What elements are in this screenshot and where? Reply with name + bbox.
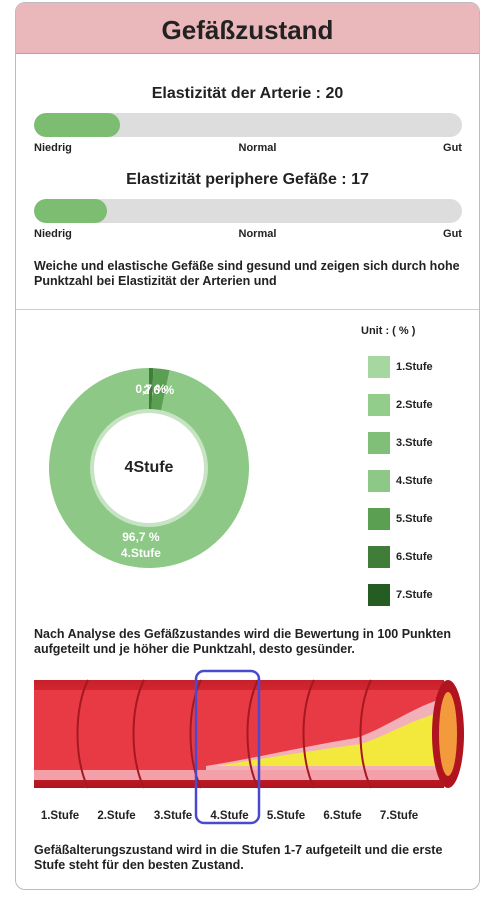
legend-swatch xyxy=(368,432,390,454)
scale-label: Gut xyxy=(443,228,462,240)
slice-label: 96,7 % xyxy=(122,530,160,544)
scale-label: Niedrig xyxy=(34,142,72,154)
bar-track xyxy=(34,199,462,223)
scale-label: Gut xyxy=(443,142,462,154)
donut-chart: 1.Stufe 2.Stufe 3.Stufe 96,7 % 4.Stufe 4.Stuf… xyxy=(16,313,479,623)
stage-label: 5.Stufe xyxy=(267,810,305,822)
scale: Niedrig Normal Gut xyxy=(34,142,462,154)
legend-swatch xyxy=(368,356,390,378)
bar-label: Elastizität periphere Gefäße : xyxy=(126,171,347,188)
legend-label: 5.Stufe xyxy=(396,513,433,525)
legend-label: 7.Stufe xyxy=(396,589,433,601)
scale-label: Normal xyxy=(239,228,277,240)
unit-label: Unit : ( % ) xyxy=(361,325,416,337)
legend-label: 1.Stufe xyxy=(396,361,433,373)
scale: Niedrig Normal Gut xyxy=(34,228,462,240)
footer: Gefäßalterungszustand wird in die Stufen… xyxy=(34,843,464,873)
stage-label: 2.Stufe xyxy=(97,810,135,822)
legend-swatch xyxy=(368,508,390,530)
card: Gefäßzustand Elastizität der Arterie : 2… xyxy=(15,2,480,890)
stage-label: 6.Stufe xyxy=(323,810,361,822)
bar-title: Elastizität periphere Gefäße : 17 xyxy=(16,171,479,189)
legend-swatch xyxy=(368,394,390,416)
bar-value: 20 xyxy=(325,85,343,102)
artery-illustration: 1.Stufe 2.Stufe 3.Stufe 4.Stufe 5.Stufe 6.Stu… xyxy=(16,668,479,833)
legend-label: 3.Stufe xyxy=(396,437,433,449)
artery-wall xyxy=(34,770,444,780)
center-label: 4Stufe xyxy=(125,459,174,476)
analysis: Nach Analyse des Gefäßzustandes wird die… xyxy=(34,627,464,657)
bar-label: Elastizität der Arterie : xyxy=(152,85,321,102)
legend-swatch xyxy=(368,470,390,492)
legend-swatch xyxy=(368,584,390,606)
stage-label: 1.Stufe xyxy=(41,810,79,822)
legend-label: 6.Stufe xyxy=(396,551,433,563)
page: Gefäßzustand Elastizität der Arterie : 2… xyxy=(0,0,496,900)
bar-title: Elastizität der Arterie : 20 xyxy=(16,85,479,103)
legend-label: 2.Stufe xyxy=(396,399,433,411)
bar-fill xyxy=(34,113,120,137)
stage-label: 7.Stufe xyxy=(380,810,418,822)
stage-label: 3.Stufe xyxy=(154,810,192,822)
slice-category: 4.Stufe xyxy=(121,546,161,560)
slice-label: 0,7 % xyxy=(135,382,166,396)
scale-label: Niedrig xyxy=(34,228,72,240)
header-title: Gefäßzustand xyxy=(16,3,479,54)
bar-value: 17 xyxy=(351,171,369,188)
stage-label: 4.Stufe xyxy=(210,810,248,822)
separator xyxy=(16,309,479,310)
bar-track xyxy=(34,113,462,137)
bar-fill xyxy=(34,199,107,223)
scale-label: Normal xyxy=(239,142,277,154)
legend-label: 4.Stufe xyxy=(396,475,433,487)
artery-opening xyxy=(439,692,457,776)
legend-swatch xyxy=(368,546,390,568)
note: Weiche und elastische Gefäße sind gesund… xyxy=(34,259,464,289)
